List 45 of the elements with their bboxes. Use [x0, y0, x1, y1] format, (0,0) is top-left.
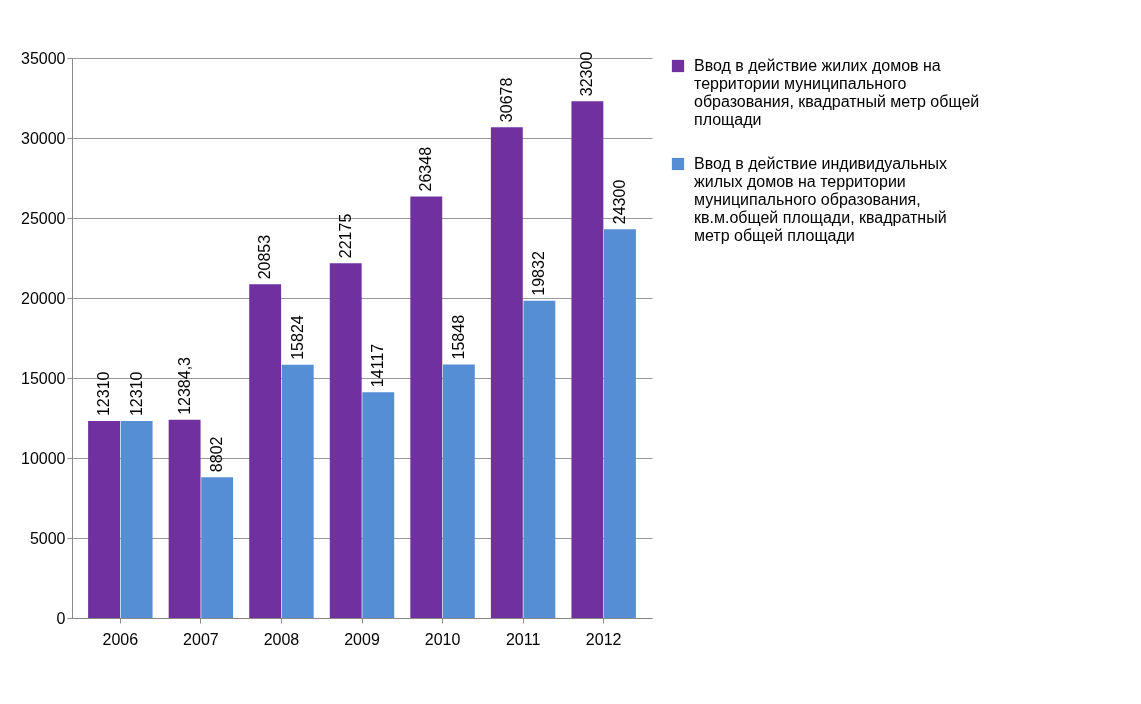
y-tick-label: 0 [56, 609, 66, 627]
y-tick-label: 10000 [21, 449, 66, 467]
bar [88, 421, 121, 618]
x-tick-label: 2011 [505, 630, 541, 648]
data-label: 30678 [497, 77, 515, 123]
data-label: 20853 [256, 234, 274, 280]
y-tick-label: 20000 [21, 289, 66, 307]
x-tick-label: 2010 [424, 630, 461, 648]
data-label: 8802 [208, 436, 226, 473]
bar [603, 229, 636, 618]
data-label: 12384,3 [175, 356, 193, 415]
legend-label: Ввод в действие жилих домов на территории муниципального образования, квадратный метр общей площади [694, 57, 980, 128]
bar [120, 421, 153, 618]
y-tick-label: 25000 [21, 209, 66, 227]
data-label: 26348 [417, 146, 435, 192]
data-label: 24300 [610, 179, 628, 225]
x-tick-label: 2012 [585, 630, 622, 648]
bar [571, 101, 604, 618]
y-tick-label: 30000 [21, 129, 66, 147]
x-tick-label: 2009 [344, 630, 380, 648]
data-label: 19832 [530, 251, 548, 296]
data-label: 22175 [336, 213, 354, 259]
data-label: 12310 [127, 371, 145, 417]
bar [410, 196, 443, 618]
bar [362, 392, 395, 618]
data-label: 14117 [369, 343, 387, 388]
bar [329, 263, 362, 618]
x-tick-label: 2007 [183, 630, 219, 648]
bar [281, 364, 314, 618]
bar [442, 364, 475, 618]
y-tick-label: 15000 [21, 369, 66, 387]
bar [249, 284, 282, 618]
data-label: 12310 [95, 371, 113, 417]
legend-label: Ввод в действие индивидуальных жилых домов на территории муниципального образования, кв.м.общей площади, квадратный метр общей площади [694, 155, 948, 244]
y-tick-label: 5000 [29, 529, 66, 547]
bar [490, 127, 523, 618]
data-label: 15848 [449, 314, 467, 360]
x-tick-label: 2008 [263, 630, 300, 648]
data-label: 15824 [288, 315, 306, 360]
bar [523, 300, 556, 618]
data-label: 32300 [578, 51, 596, 97]
y-tick-label: 35000 [21, 49, 66, 67]
bar [168, 419, 201, 618]
bar [201, 477, 234, 618]
x-tick-label: 2006 [102, 630, 139, 648]
